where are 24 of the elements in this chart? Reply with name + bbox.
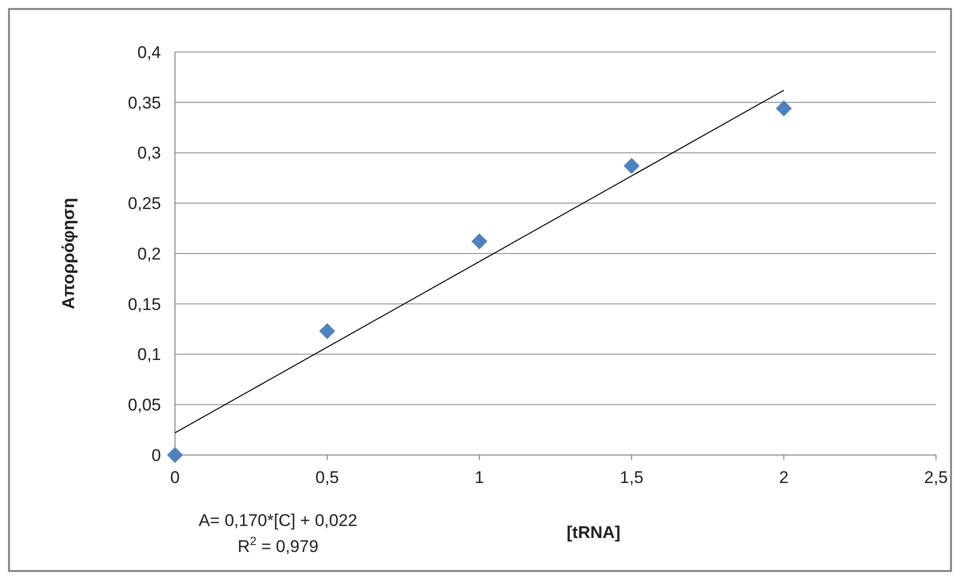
x-tick-label: 2 bbox=[779, 468, 789, 487]
x-tick-label: 0 bbox=[170, 468, 180, 487]
y-tick-label: 0,35 bbox=[128, 93, 161, 112]
y-tick-label: 0,3 bbox=[137, 144, 161, 163]
x-tick-label: 2,5 bbox=[924, 468, 948, 487]
y-tick-label: 0 bbox=[152, 446, 161, 465]
point bbox=[471, 233, 488, 250]
text: R$^{2}$ = 0,979 bbox=[238, 534, 318, 556]
point bbox=[776, 100, 792, 116]
y-tick-label: 0,4 bbox=[137, 42, 161, 62]
y-tick-label: 0,15 bbox=[128, 294, 161, 314]
y-tick-label: 0,2 bbox=[137, 244, 161, 264]
y-tick-label: 0,1 bbox=[137, 345, 161, 364]
x-axis-title: [tRNA] bbox=[566, 523, 620, 542]
x-tick-label: 0,5 bbox=[315, 468, 340, 487]
y-tick-label: 0,25 bbox=[128, 194, 161, 214]
y-tick-label: 0,05 bbox=[128, 396, 161, 415]
text: A= 0,170*[C] + 0,022 bbox=[198, 511, 358, 530]
x-tick-label: 1,5 bbox=[620, 468, 644, 487]
x-tick-label: 1 bbox=[474, 468, 484, 487]
point bbox=[167, 447, 183, 463]
point bbox=[624, 158, 640, 174]
point bbox=[319, 323, 336, 340]
y-axis-title: Απορρόφηση bbox=[59, 198, 78, 310]
